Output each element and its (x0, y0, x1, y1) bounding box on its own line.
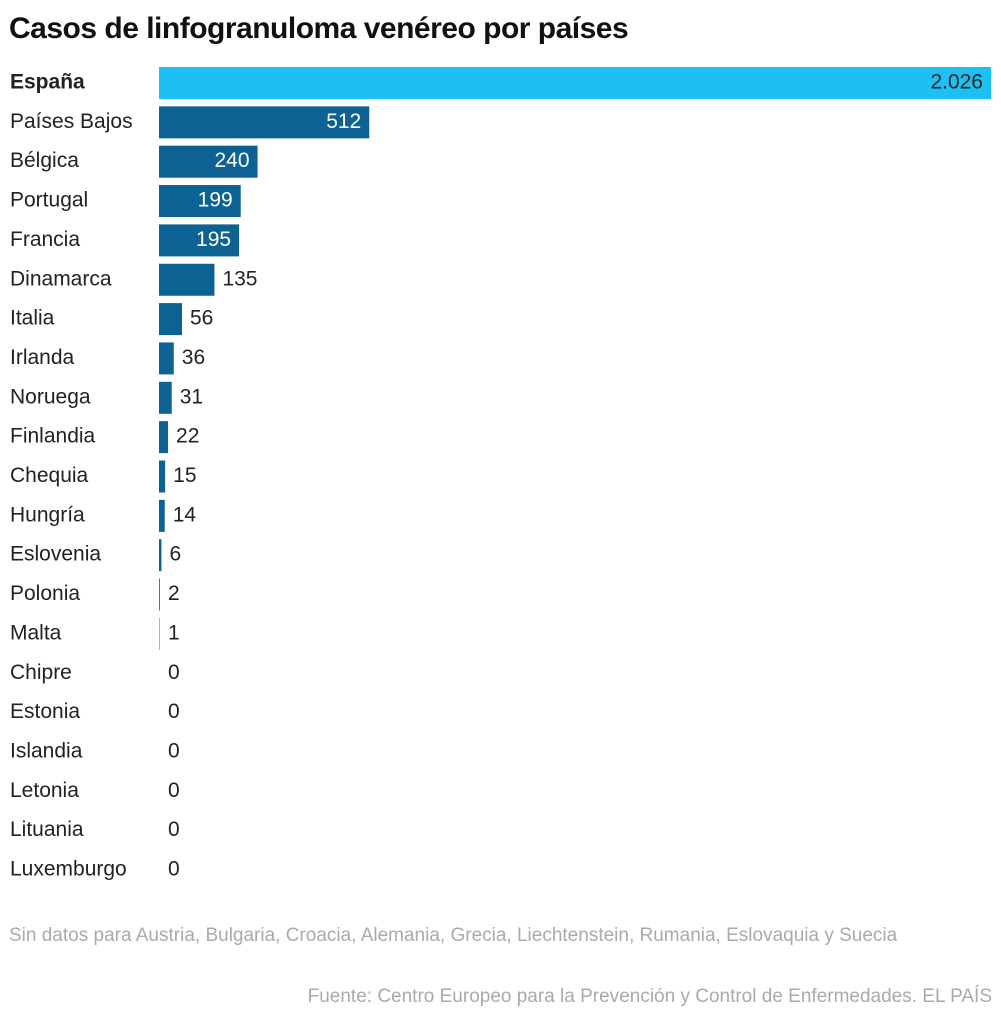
category-label: Luxemburgo (10, 858, 127, 881)
category-label: Hungría (10, 503, 85, 526)
bar (159, 421, 169, 454)
bar (159, 106, 370, 139)
bar (159, 342, 174, 375)
category-label: Estonia (10, 700, 80, 723)
category-label: Chipre (10, 661, 72, 684)
value-label: 512 (326, 110, 361, 133)
chart-title: Casos de linfogranuloma venéreo por país… (9, 12, 629, 45)
bar (159, 224, 240, 257)
value-label: 56 (190, 307, 213, 330)
category-label: Letonia (10, 779, 79, 802)
category-label: Francia (10, 228, 80, 251)
category-label: Noruega (10, 385, 91, 408)
value-label: 0 (168, 818, 180, 841)
category-label: Bélgica (10, 149, 79, 172)
value-label: 1 (168, 621, 180, 644)
value-label: 240 (215, 149, 250, 172)
bar (159, 499, 165, 532)
value-label: 0 (168, 739, 180, 762)
category-label: Países Bajos (10, 110, 133, 133)
value-label: 2 (168, 582, 180, 605)
source: Fuente: Centro Europeo para la Prevenció… (307, 986, 992, 1007)
value-label: 0 (168, 700, 180, 723)
bar (159, 539, 162, 572)
category-label: Eslovenia (10, 543, 101, 566)
category-label: Irlanda (10, 346, 75, 369)
bar (159, 145, 258, 178)
category-label: Portugal (10, 189, 88, 212)
value-label: 0 (168, 858, 180, 881)
value-label: 135 (222, 267, 257, 290)
note: Sin datos para Austria, Bulgaria, Croaci… (9, 925, 898, 946)
category-label: Islandia (10, 739, 83, 762)
category-label: España (10, 71, 85, 94)
value-label: 31 (180, 385, 203, 408)
value-label: 15 (173, 464, 196, 487)
category-label: Dinamarca (10, 267, 112, 290)
bar (159, 578, 160, 611)
value-label: 2.026 (930, 71, 983, 94)
category-label: Malta (10, 621, 62, 644)
bar (159, 67, 991, 99)
bar (159, 185, 241, 218)
value-label: 22 (176, 425, 199, 448)
bar (159, 460, 166, 493)
category-label: Finlandia (10, 425, 96, 448)
bar (159, 263, 215, 296)
category-label: Italia (10, 307, 55, 330)
value-label: 195 (196, 228, 231, 251)
category-label: Polonia (10, 582, 80, 605)
bar (159, 303, 182, 336)
value-label: 36 (182, 346, 205, 369)
value-label: 6 (169, 543, 181, 566)
value-label: 14 (173, 503, 197, 526)
chart: España 2.026 Países Bajos 512 Bélgica 240 Port… (10, 67, 991, 881)
bar (159, 381, 172, 414)
category-label: Chequia (10, 464, 89, 487)
value-label: 0 (168, 661, 180, 684)
value-label: 0 (168, 779, 180, 802)
category-label: Lituania (10, 818, 84, 841)
value-label: 199 (198, 189, 233, 212)
